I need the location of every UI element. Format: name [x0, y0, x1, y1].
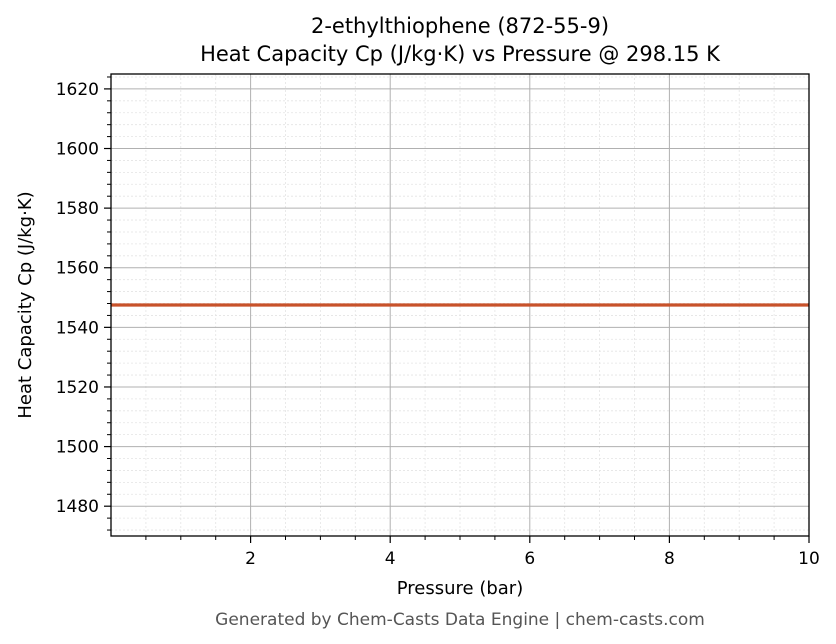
- y-tick-label: 1480: [56, 497, 99, 517]
- x-tick-label: 8: [664, 549, 675, 569]
- y-tick-label: 1500: [56, 438, 99, 458]
- y-tick-label: 1580: [56, 199, 99, 219]
- x-tick-label: 10: [798, 549, 820, 569]
- x-tick-label: 6: [524, 549, 535, 569]
- chart-title-line2: Heat Capacity Cp (J/kg·K) vs Pressure @ …: [200, 42, 721, 66]
- x-axis-label: Pressure (bar): [397, 578, 523, 599]
- y-tick-label: 1620: [56, 80, 99, 100]
- y-tick-label: 1520: [56, 378, 99, 398]
- y-tick-label: 1540: [56, 318, 99, 338]
- footer-credit: Generated by Chem-Casts Data Engine | ch…: [215, 610, 705, 630]
- chart-title-line1: 2-ethylthiophene (872-55-9): [311, 14, 609, 38]
- minor-grid: [111, 74, 809, 536]
- x-tick-label: 2: [245, 549, 256, 569]
- y-axis-label: Heat Capacity Cp (J/kg·K): [15, 191, 36, 418]
- axis-ticks: [104, 76, 810, 543]
- tick-labels: 2 4 6 8 10 1480 1500 1520 1540 1560 1580 1600 1620: [56, 80, 820, 569]
- y-tick-label: 1560: [56, 259, 99, 279]
- x-tick-label: 4: [385, 549, 396, 569]
- y-tick-label: 1600: [56, 140, 99, 160]
